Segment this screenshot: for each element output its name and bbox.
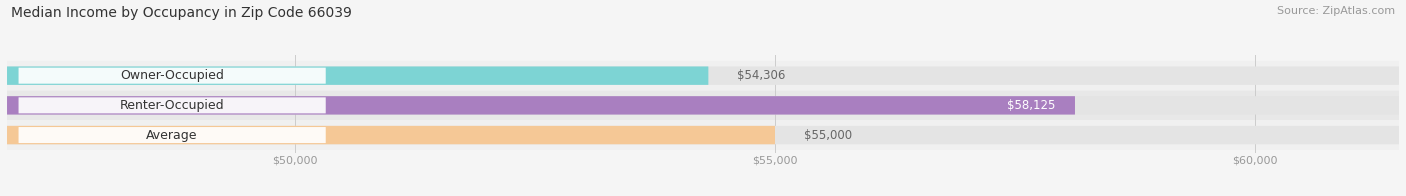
FancyBboxPatch shape	[7, 91, 1399, 120]
FancyBboxPatch shape	[7, 66, 1399, 85]
FancyBboxPatch shape	[7, 126, 1399, 144]
FancyBboxPatch shape	[7, 66, 709, 85]
Text: Owner-Occupied: Owner-Occupied	[120, 69, 224, 82]
Text: $55,000: $55,000	[804, 129, 852, 142]
FancyBboxPatch shape	[7, 96, 1076, 115]
Text: Source: ZipAtlas.com: Source: ZipAtlas.com	[1277, 6, 1395, 16]
Text: $58,125: $58,125	[1008, 99, 1056, 112]
FancyBboxPatch shape	[7, 120, 1399, 150]
FancyBboxPatch shape	[18, 68, 326, 84]
Text: Renter-Occupied: Renter-Occupied	[120, 99, 225, 112]
FancyBboxPatch shape	[18, 127, 326, 143]
FancyBboxPatch shape	[7, 126, 775, 144]
FancyBboxPatch shape	[7, 61, 1399, 91]
Text: $54,306: $54,306	[737, 69, 786, 82]
Text: Average: Average	[146, 129, 198, 142]
FancyBboxPatch shape	[7, 96, 1399, 115]
Text: Median Income by Occupancy in Zip Code 66039: Median Income by Occupancy in Zip Code 6…	[11, 6, 352, 20]
FancyBboxPatch shape	[18, 97, 326, 113]
